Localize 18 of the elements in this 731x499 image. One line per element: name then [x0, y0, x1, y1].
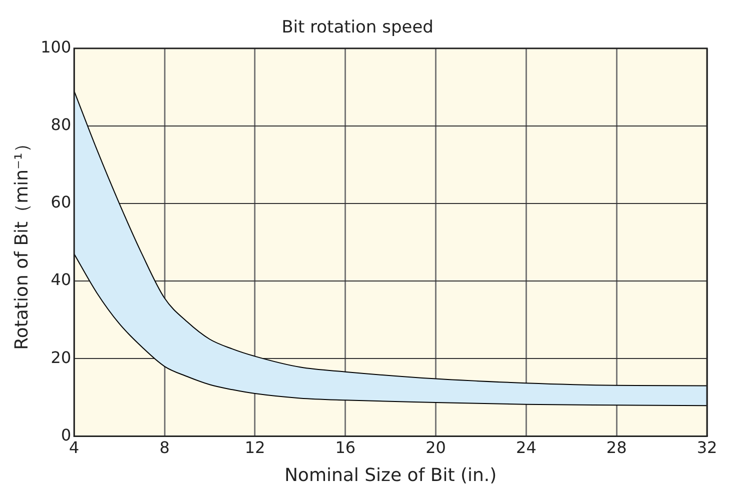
y-tick-label: 100	[40, 38, 72, 57]
x-axis-title: Nominal Size of Bit (in.)	[284, 464, 497, 486]
x-tick-label: 28	[606, 438, 627, 457]
y-tick-label: 0	[60, 425, 72, 444]
chart-title: Bit rotation speed	[282, 18, 434, 38]
y-axis-title: Rotation of Bit（min⁻¹）	[11, 134, 32, 350]
x-tick-label: 32	[696, 438, 718, 457]
x-tick-label: 8	[159, 438, 170, 457]
y-tick-label: 60	[50, 192, 72, 212]
x-tick-label: 12	[244, 438, 266, 457]
y-tick-label: 20	[50, 348, 72, 367]
x-tick-label: 16	[335, 438, 356, 457]
y-tick-label: 40	[50, 270, 72, 290]
x-tick-label: 4	[69, 438, 80, 457]
y-tick-label: 80	[50, 115, 72, 134]
line-series	[74, 253, 707, 406]
x-tick-label: 20	[426, 438, 446, 457]
x-tick-label: 24	[516, 438, 536, 457]
